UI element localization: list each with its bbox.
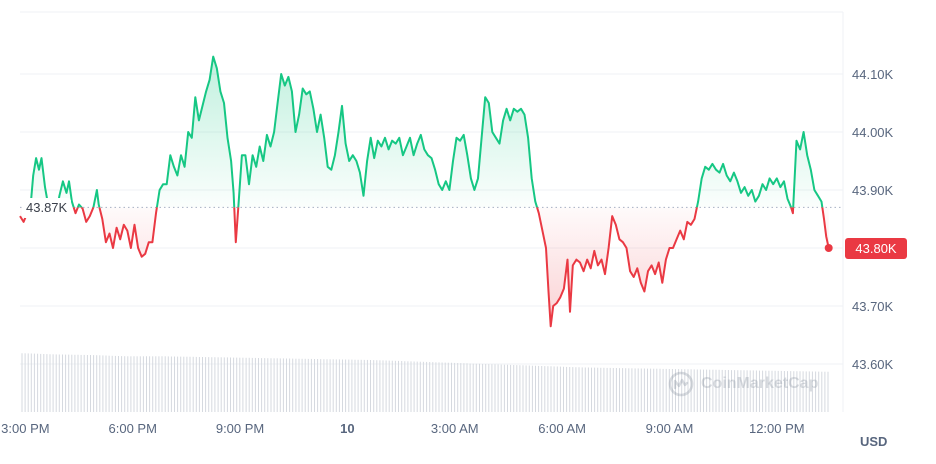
y-tick-label: 44.10K (852, 67, 894, 82)
y-tick-label: 43.90K (852, 183, 894, 198)
reference-price-label: 43.87K (22, 198, 72, 218)
x-tick-label: 6:00 AM (538, 421, 586, 436)
x-tick-label: 10 (340, 421, 354, 436)
price-line-segment-up (28, 55, 824, 208)
y-tick-label: 44.00K (852, 125, 894, 140)
currency-label: USD (860, 434, 888, 449)
area-above-reference (29, 56, 823, 208)
y-tick-label: 43.60K (852, 357, 894, 372)
x-tick-label: 3:00 AM (431, 421, 479, 436)
x-tick-label: 9:00 AM (646, 421, 694, 436)
last-price-badge: 43.80K (845, 237, 907, 259)
area-below-reference (20, 207, 829, 327)
x-tick-label: 3:00 PM (1, 421, 49, 436)
price-line-down (19, 207, 830, 328)
area-fill-up (29, 56, 823, 208)
price-line-up (28, 55, 824, 208)
price-line-segment-down (19, 207, 830, 328)
last-price-dot (824, 244, 833, 252)
coinmarketcap-logo-icon (668, 371, 694, 397)
x-axis-ticks: 3:00 PM 6:00 PM 9:00 PM 10 3:00 AM 6:00 AM 9:0… (1, 421, 804, 436)
x-tick-label: 6:00 PM (109, 421, 157, 436)
volume-bars (21, 353, 829, 412)
watermark-text: CoinMarketCap (701, 375, 819, 392)
x-tick-label: 9:00 PM (216, 421, 264, 436)
y-tick-label: 43.70K (852, 299, 894, 314)
x-tick-label: 12:00 PM (749, 421, 805, 436)
watermark: CoinMarketCap (668, 371, 818, 397)
area-fill-down (20, 207, 829, 327)
